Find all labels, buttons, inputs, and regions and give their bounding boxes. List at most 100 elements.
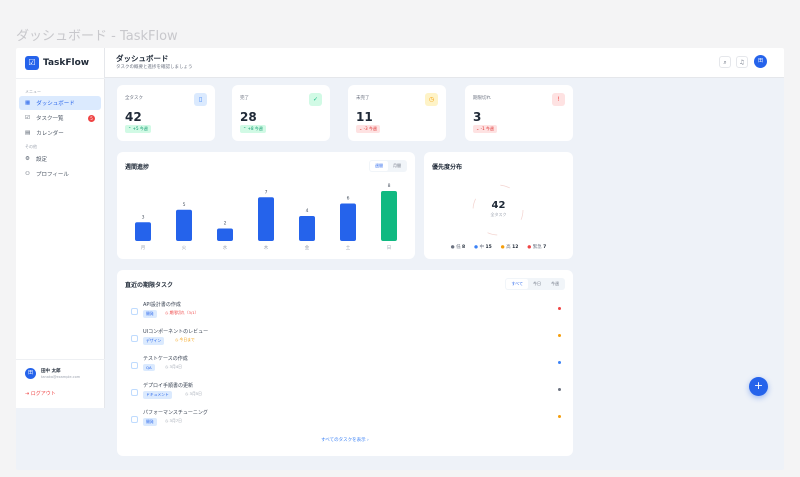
search-button[interactable]: ⌕ [719, 56, 731, 68]
sidebar-item-label: カレンダー [36, 131, 64, 137]
clock-icon: ◷ [425, 93, 438, 106]
check-circle-icon: ✓ [309, 93, 322, 106]
bar-金[interactable] [299, 216, 315, 241]
bar-水[interactable] [217, 228, 233, 242]
stat-delta: ⌄ -1 今週 [473, 125, 497, 133]
app-window: ☑ TaskFlow メニュー ▦ ダッシュボード ☑ タスク一覧 5 ▤ カレンダー その… [16, 48, 784, 470]
priority-dot [558, 361, 561, 364]
menu-section-label: メニュー [25, 89, 41, 94]
logout-button[interactable]: ⇥ ログアウト [25, 390, 56, 397]
sidebar-item-2[interactable]: ▤ カレンダー [19, 126, 101, 140]
priority-donut [472, 184, 524, 236]
x-tick-label: 水 [223, 244, 228, 251]
stat-card[interactable]: 未完了 ◷ 11 ⌄ -3 今週 [348, 85, 446, 141]
stat-card[interactable]: 全タスク ▯ 42 ⌃ +5 今週 [117, 85, 215, 141]
sidebar-item-label: ダッシュボード [36, 101, 75, 107]
task-title: UIコンポーネントのレビュー [143, 329, 209, 335]
task-tag: 開発 [143, 418, 157, 426]
x-tick-label: 土 [346, 244, 351, 251]
stat-card[interactable]: 完了 ✓ 28 ⌃ +8 今週 [232, 85, 330, 141]
task-filter: すべて 今日 今週 [505, 278, 565, 290]
logo-icon: ☑ [25, 56, 39, 70]
stat-card[interactable]: 期限切れ ! 3 ⌄ -1 今週 [465, 85, 573, 141]
task-due: ◷ 3月5日 [185, 391, 202, 397]
filter-week[interactable]: 今週 [551, 281, 559, 286]
add-task-fab[interactable]: + [749, 377, 768, 396]
sidebar-item-0[interactable]: ⚙ 設定 [19, 152, 101, 166]
filter-all[interactable]: すべて [506, 279, 528, 289]
toggle-weekly[interactable]: 週間 [370, 161, 388, 171]
x-tick-label: 金 [305, 244, 310, 251]
x-tick-label: 木 [264, 244, 269, 251]
legend-item: ● 低 8 [451, 244, 465, 250]
legend-item: ● 中 15 [474, 244, 492, 250]
legend-item: ● 緊急 7 [527, 244, 546, 250]
legend-label: 中 [479, 245, 485, 250]
toggle-monthly[interactable]: 月間 [393, 163, 401, 168]
task-checkbox[interactable] [131, 416, 138, 423]
task-row[interactable]: パフォーマンスチューニング 開発 ◷ 3月7日 [131, 409, 561, 435]
task-checkbox[interactable] [131, 335, 138, 342]
stat-value: 42 [125, 110, 142, 124]
priority-dot [558, 415, 561, 418]
priority-dot [558, 388, 561, 391]
bar-月[interactable] [135, 222, 151, 241]
alert-icon: ! [552, 93, 565, 106]
legend-value: 7 [543, 245, 547, 250]
filter-today[interactable]: 今日 [533, 281, 541, 286]
task-checkbox[interactable] [131, 362, 138, 369]
x-tick-label: 火 [182, 245, 187, 251]
task-title: テストケースの作成 [143, 356, 188, 362]
priority-legend: ● 低 8 ● 中 15 ● 高 12 ● 緊急 7 [424, 244, 573, 250]
priority-title: 優先度分布 [432, 164, 463, 171]
show-all-tasks-link[interactable]: すべてのタスクを表示 › [321, 438, 369, 443]
period-toggle: 週間 月間 [369, 160, 407, 172]
clipboard-icon: ▯ [194, 93, 207, 106]
clock-icon: ◷ [185, 391, 189, 396]
notifications-button[interactable]: ♫ [736, 56, 748, 68]
task-row[interactable]: デプロイ手順書の更新 ドキュメント ◷ 3月5日 [131, 382, 561, 408]
user-avatar[interactable]: 田 [25, 368, 36, 379]
header-avatar[interactable]: 田 [754, 55, 767, 68]
legend-dot-icon: ● [450, 245, 455, 250]
task-checkbox[interactable] [131, 389, 138, 396]
logout-label: ログアウト [30, 391, 56, 397]
task-due: ◷ 3月7日 [165, 418, 182, 424]
task-tag: QA [143, 364, 155, 371]
sidebar-item-0[interactable]: ▦ ダッシュボード [19, 96, 101, 110]
task-row[interactable]: テストケースの作成 QA ◷ 3月4日 [131, 355, 561, 381]
stat-value: 3 [473, 110, 482, 124]
other-section-label: その他 [25, 144, 37, 149]
priority-total: 42 [491, 200, 506, 211]
bar-土[interactable] [340, 203, 356, 242]
task-row[interactable]: UIコンポーネントのレビュー デザイン ◷ 今日まで [131, 328, 561, 354]
bar-value-label: 3 [142, 214, 145, 220]
bar-value-label: 2 [224, 221, 227, 227]
user-name: 田中 太郎 [41, 369, 61, 374]
sidebar-item-1[interactable]: ⚇ プロフィール [19, 167, 101, 181]
stat-delta-text: +8 今週 [247, 126, 263, 131]
stat-value: 28 [240, 110, 257, 124]
task-due: ◷ 今日まで [175, 337, 195, 343]
clock-icon: ◷ [165, 310, 169, 315]
x-tick-label: 月 [141, 245, 146, 251]
sidebar-item-1[interactable]: ☑ タスク一覧 5 [19, 111, 101, 125]
task-row[interactable]: API設計書の作成 開発 ◷ 期限切れ（3/1） [131, 301, 561, 327]
page-title: ダッシュボード [116, 54, 169, 63]
bar-木[interactable] [258, 197, 274, 241]
bar-火[interactable] [176, 209, 192, 241]
sidebar-item-label: 設定 [35, 157, 47, 163]
priority-card: 優先度分布 42 全タスク ● 低 8 ● 中 15 ● 高 12 ● 緊急 7 [424, 152, 573, 259]
task-checkbox[interactable] [131, 308, 138, 315]
legend-dot-icon: ● [474, 245, 479, 250]
stat-label: 完了 [240, 96, 249, 101]
task-due: ◷ 期限切れ（3/1） [165, 310, 198, 316]
task-due-text: 3月4日 [169, 364, 182, 369]
sidebar-item-label: プロフィール [35, 172, 69, 178]
upcoming-tasks-card: 直近の期限タスク すべて 今日 今週 API設計書の作成 開発 ◷ 期限切れ（3/1… [117, 270, 573, 456]
legend-item: ● 高 12 [501, 244, 519, 250]
bar-value-label: 5 [183, 202, 186, 208]
bar-日[interactable] [381, 191, 397, 241]
x-tick-label: 日 [387, 245, 392, 251]
stat-delta: ⌄ -3 今週 [356, 125, 380, 133]
